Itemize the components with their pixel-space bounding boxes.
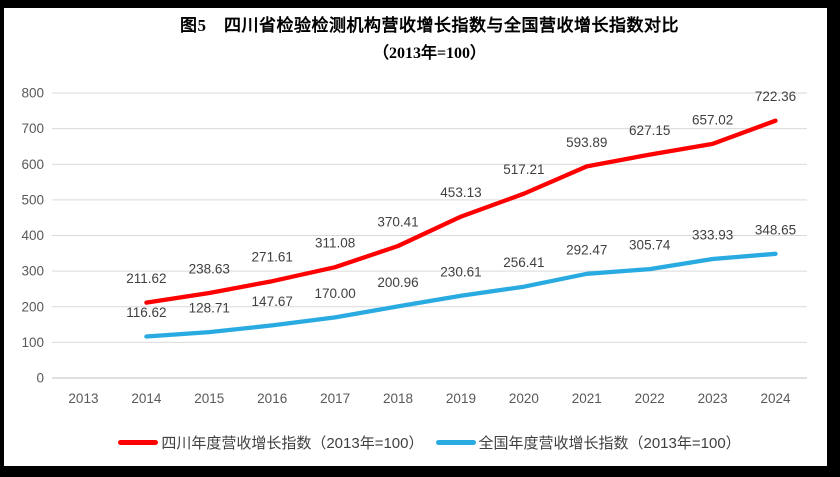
data-label-national: 256.41 [503, 255, 544, 270]
x-axis-tick-label: 2017 [320, 391, 350, 406]
x-axis-tick-label: 2020 [509, 391, 539, 406]
data-label-sichuan: 517.21 [503, 162, 544, 177]
data-label-national: 230.61 [440, 264, 481, 279]
y-axis-tick-label: 400 [21, 228, 44, 243]
chart-subtitle: （2013年=100） [372, 45, 487, 62]
chart-title: 图5 四川省检验检测机构营收增长指数与全国营收增长指数对比 [180, 16, 679, 35]
x-axis-tick-label: 2019 [446, 391, 476, 406]
y-axis-tick-label: 200 [21, 299, 44, 314]
data-label-national: 200.96 [377, 275, 418, 290]
y-axis-tick-label: 700 [21, 121, 44, 136]
y-axis-tick-label: 500 [21, 192, 44, 207]
data-label-sichuan: 370.41 [377, 215, 418, 230]
data-label-sichuan: 238.63 [189, 261, 230, 276]
legend-item-national: 全国年度营收增长指数（2013年=100） [435, 432, 741, 453]
x-axis-tick-label: 2013 [68, 391, 98, 406]
x-axis-tick-label: 2016 [257, 391, 287, 406]
line-chart-plot-area: 0 100 200 300 400 500 600 700 800 2013 2014 2015 201… [21, 86, 807, 406]
x-axis-tick-label: 2022 [635, 391, 665, 406]
x-axis-tick-label: 2023 [698, 391, 728, 406]
x-axis-tick-label: 2021 [572, 391, 602, 406]
data-label-sichuan: 211.62 [126, 271, 166, 286]
y-axis-tick-label: 600 [21, 157, 44, 172]
data-label-sichuan: 627.15 [629, 123, 670, 138]
x-axis-tick-label: 2024 [761, 391, 792, 406]
data-label-national: 333.93 [692, 228, 733, 243]
x-axis-tick-label: 2015 [194, 391, 224, 406]
x-axis-tick-label: 2018 [383, 391, 413, 406]
data-label-sichuan: 722.36 [755, 89, 796, 104]
data-label-sichuan: 453.13 [440, 185, 481, 200]
data-label-national: 128.71 [189, 301, 230, 316]
data-label-sichuan: 271.61 [252, 250, 293, 265]
legend-item-sichuan: 四川年度营收增长指数（2013年=100） [118, 432, 424, 453]
series-line-national [144, 251, 778, 339]
y-axis-tick-label: 300 [21, 264, 44, 279]
legend-line-swatch-blue-icon [435, 440, 476, 445]
data-label-national: 147.67 [252, 294, 293, 309]
legend-label-sichuan: 四川年度营收增长指数（2013年=100） [161, 435, 424, 452]
data-label-national: 170.00 [314, 286, 355, 301]
data-label-sichuan: 657.02 [692, 112, 733, 127]
y-axis-tick-label: 0 [36, 371, 44, 386]
data-label-sichuan: 593.89 [566, 135, 607, 150]
title-block: 图5 四川省检验检测机构营收增长指数与全国营收增长指数对比 （2013年=100… [52, 12, 807, 68]
legend-line-swatch-red-icon [118, 440, 159, 445]
series-line-sichuan [144, 118, 778, 305]
data-label-national: 348.65 [755, 222, 796, 237]
data-label-national: 116.62 [126, 305, 166, 320]
legend-label-national: 全国年度营收增长指数（2013年=100） [478, 435, 741, 452]
chart-canvas: 图5 四川省检验检测机构营收增长指数与全国营收增长指数对比 （2013年=100… [4, 8, 827, 466]
x-axis-tick-label: 2014 [131, 391, 162, 406]
y-axis-tick-label: 100 [21, 335, 44, 350]
data-label-national: 292.47 [566, 242, 607, 257]
data-label-national: 305.74 [629, 238, 671, 253]
chart-legend: 四川年度营收增长指数（2013年=100） 全国年度营收增长指数（2013年=1… [52, 432, 807, 453]
data-label-sichuan: 311.08 [315, 236, 355, 251]
y-axis-tick-label: 800 [21, 86, 44, 101]
